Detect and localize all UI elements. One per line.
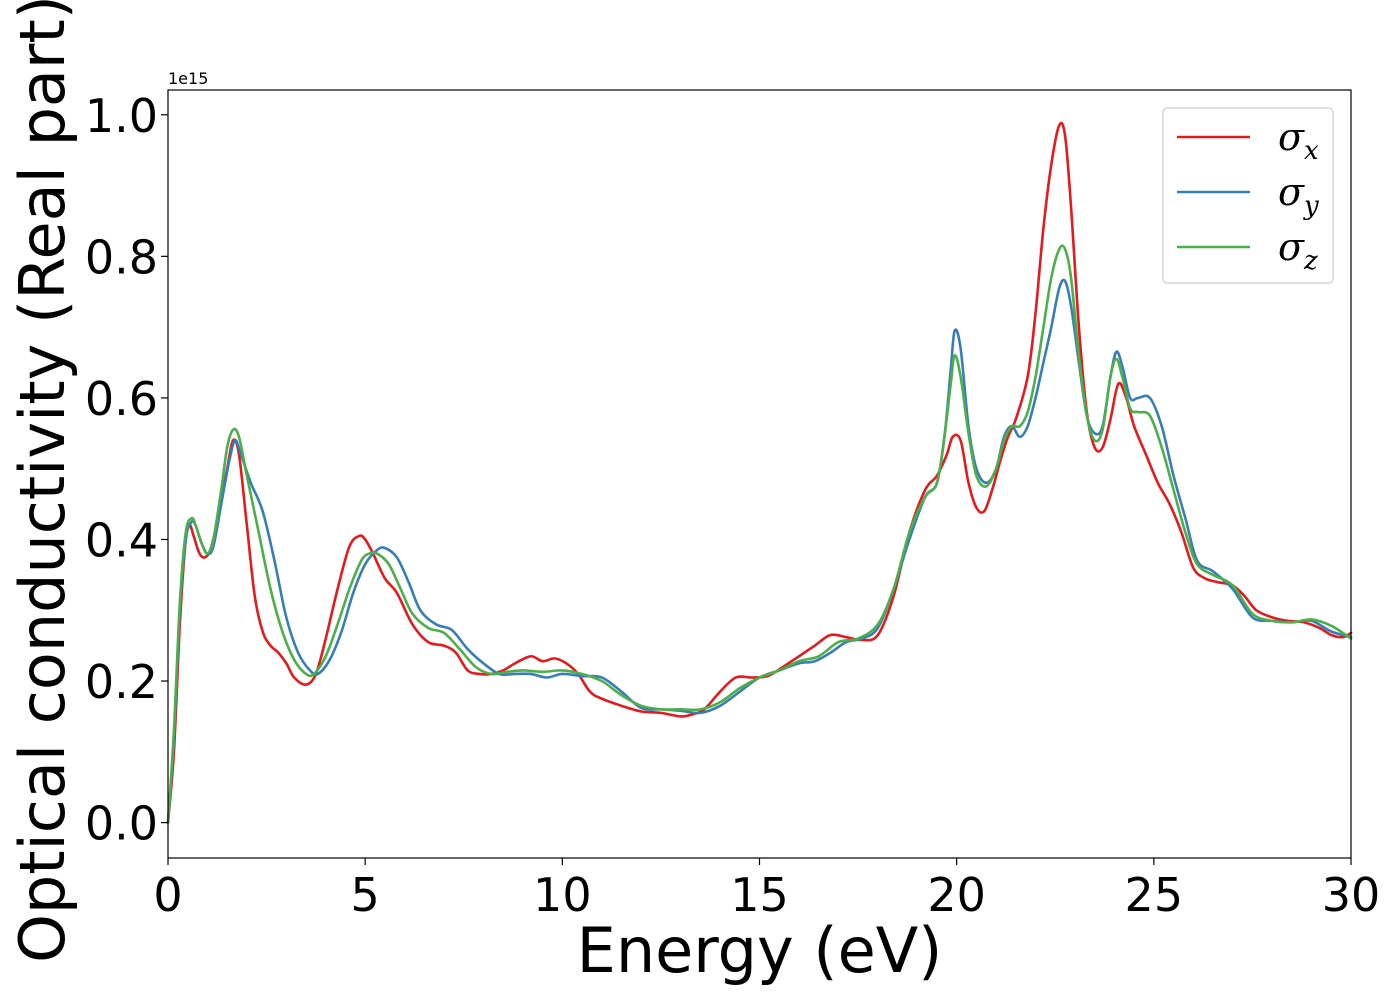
y-tick-label: 0.2 bbox=[85, 655, 158, 709]
legend-symbol: σ bbox=[1278, 170, 1305, 214]
series-line-x bbox=[166, 121, 1353, 824]
legend-subscript: z bbox=[1303, 246, 1318, 276]
legend-symbol: σ bbox=[1278, 115, 1305, 159]
legend-subscript: x bbox=[1304, 136, 1319, 166]
legend-subscript: y bbox=[1303, 191, 1319, 221]
legend-symbol: σ bbox=[1278, 225, 1305, 269]
y-offset-label: 1e15 bbox=[168, 69, 208, 88]
y-axis: 0.0 0.2 0.4 0.6 0.8 1.0 bbox=[85, 89, 168, 851]
legend-label-x: σx bbox=[1278, 115, 1319, 166]
x-tick-label: 0 bbox=[153, 868, 182, 922]
y-tick-label: 0.8 bbox=[85, 230, 158, 284]
y-tick-label: 1.0 bbox=[85, 89, 158, 143]
x-tick-label: 15 bbox=[730, 868, 789, 922]
x-tick-label: 20 bbox=[927, 868, 986, 922]
y-tick-label: 0.6 bbox=[85, 372, 158, 426]
y-axis-title: Optical conductivity (Real part) bbox=[6, 0, 79, 963]
series-line-z bbox=[166, 244, 1353, 824]
x-tick-label: 5 bbox=[351, 868, 380, 922]
x-tick-label: 30 bbox=[1322, 868, 1381, 922]
series-layer bbox=[166, 121, 1353, 824]
series-line-y bbox=[166, 278, 1353, 824]
legend-label-z: σz bbox=[1278, 225, 1318, 276]
y-tick-label: 0.0 bbox=[85, 797, 158, 851]
x-axis: 0 5 10 15 20 25 30 bbox=[153, 858, 1380, 922]
legend-label-y: σy bbox=[1278, 170, 1319, 221]
x-axis-title: Energy (eV) bbox=[577, 914, 943, 987]
legend-box bbox=[1162, 107, 1334, 284]
x-tick-label: 25 bbox=[1125, 868, 1184, 922]
y-tick-label: 0.4 bbox=[85, 513, 158, 567]
x-tick-label: 10 bbox=[533, 868, 592, 922]
